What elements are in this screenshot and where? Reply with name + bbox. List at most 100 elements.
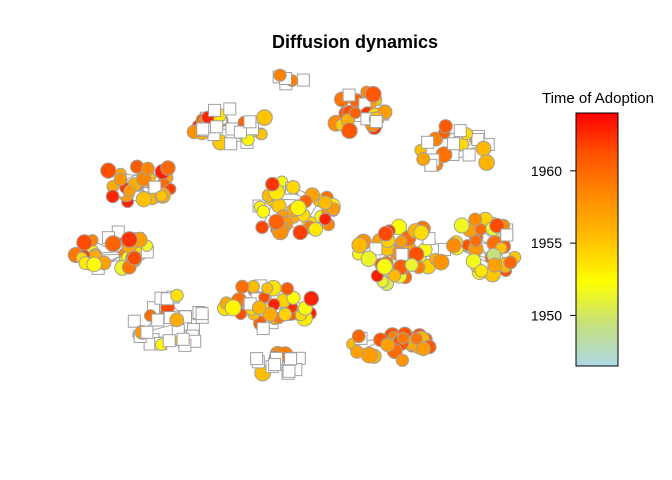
adopter-node [251,300,267,316]
adopter-node [290,199,307,217]
adopter-node [380,337,396,353]
adopter-node [280,282,294,296]
adopter-node [468,212,483,227]
non-adopter-node [395,248,409,262]
adopter-node [376,258,393,275]
adopter-node [76,234,93,251]
adopter-node [141,161,155,176]
adopter-node [377,225,394,242]
adopter-node [349,106,362,120]
non-adopter-node [127,314,141,328]
legend-title: Time of Adoption [542,90,654,107]
adopter-node [413,224,430,241]
legend-tick-label: 1955 [531,235,562,251]
non-adopter-node [453,124,467,138]
non-adopter-node [421,135,435,149]
adopter-node [503,255,518,270]
adopter-node [86,256,102,273]
non-adopter-node [369,115,383,129]
adopter-node [364,85,382,103]
non-adopter-node [447,137,461,151]
adopter-node [487,257,503,273]
adopter-node [123,184,136,198]
adopter-node [286,180,301,195]
adopter-node [292,224,309,241]
adopter-node [465,253,482,269]
adopter-node [160,160,176,176]
adopter-node [278,307,293,322]
adopter-node [360,346,378,364]
legend: Time of Adoption 1950 1955 1960 [531,90,654,367]
adopter-node [416,152,431,167]
adopter-node [446,237,462,254]
non-adopter-node [462,148,476,162]
legend-color-bar [575,112,619,367]
non-adopter-node [148,180,162,194]
adopter-node [438,119,453,134]
non-adopter-node [296,73,310,87]
non-adopter-node [210,120,224,134]
adopter-node [261,282,274,295]
non-adopter-node [224,137,238,151]
adopter-node [415,341,431,357]
adopter-node [475,140,492,157]
adopter-node [127,250,142,266]
non-adopter-node [151,313,165,327]
non-adopter-node [243,115,257,129]
adopter-node [255,220,269,235]
non-adopter-node [268,358,282,372]
adopter-node [256,109,273,126]
adopter-node [265,176,280,192]
non-adopter-node [223,102,237,116]
non-adopter-node [162,334,176,348]
non-adopter-node [256,322,270,336]
adopter-node [303,290,320,307]
non-adopter-node [250,352,264,366]
chart-title: Diffusion dynamics [272,32,438,52]
adopter-node [351,329,366,344]
adopter-node [170,288,184,303]
adopter-node [235,279,250,294]
adopter-node [262,306,278,322]
adopter-node [256,204,270,219]
non-adopter-node [176,332,190,346]
non-adopter-node [195,307,209,321]
non-adopter-node [342,88,356,102]
adopter-node [224,299,242,317]
adopter-node [410,332,423,345]
non-adopter-node [196,122,210,136]
legend-tick-label: 1950 [531,307,562,323]
adopter-node [169,312,185,328]
adopter-node [388,269,402,283]
adopter-node [474,264,489,278]
adopter-node [318,212,332,226]
non-adopter-node [208,103,221,117]
adopter-node [105,189,120,204]
adopter-node [268,213,285,231]
adopter-node [404,257,419,272]
adopter-node [395,235,408,248]
adopter-node [432,253,450,271]
adopter-node [360,250,377,267]
adopter-node [155,189,168,203]
adopter-node [113,172,128,187]
legend-ticks: 1950 1955 1960 [531,163,576,323]
non-adopter-node [140,325,154,339]
adopter-node [453,217,470,234]
adopter-node [120,231,138,248]
adopter-node [351,237,368,254]
adopter-node [100,162,117,179]
adopter-node [395,353,409,367]
adopter-node [350,345,364,359]
adopter-node [273,68,287,82]
adopter-node [104,235,122,253]
non-adopter-node [500,228,514,242]
adopter-node [317,195,333,210]
non-adopter-node [284,352,298,366]
adopter-node [308,222,324,237]
network-nodes [67,68,522,382]
adopter-node [135,191,152,208]
adopter-node [397,332,410,345]
legend-tick-label: 1960 [531,163,562,179]
